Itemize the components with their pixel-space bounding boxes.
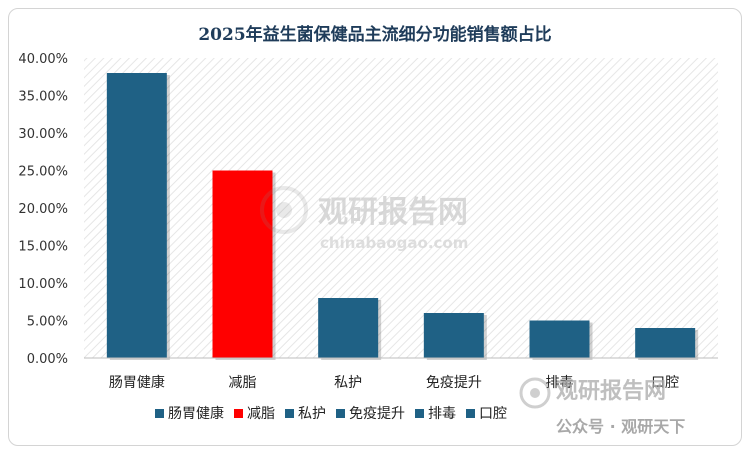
legend-label: 免疫提升 — [349, 406, 405, 422]
y-axis-ticks: 0.00% 5.00% 10.00% 15.00% 20.00% 25.00% 30.00%… — [18, 52, 68, 367]
bar — [212, 170, 273, 358]
y-tick-label: 20.00% — [18, 202, 68, 217]
legend-swatch — [336, 409, 345, 418]
legend-swatch — [155, 409, 164, 418]
y-tick-label: 35.00% — [18, 90, 68, 105]
watermark: 观研报告网 chinabaogao.com 观研报告网 公众号 · 观研天下 — [260, 186, 685, 436]
x-category-label: 口腔 — [651, 375, 679, 391]
bar — [106, 73, 167, 358]
legend-label: 排毒 — [428, 406, 456, 422]
y-tick-label: 15.00% — [18, 240, 68, 255]
watermark-main-text: 观研报告网 — [318, 195, 468, 230]
legend-label: 口腔 — [479, 406, 507, 422]
y-tick-label: 5.00% — [27, 315, 68, 330]
x-category-label: 减脂 — [229, 375, 257, 391]
y-tick-label: 30.00% — [18, 127, 68, 142]
legend-swatch — [234, 409, 243, 418]
bar — [635, 328, 696, 358]
watermark-logo-icon — [260, 186, 308, 234]
chart-title: 2025年益生菌保健品主流细分功能销售额占比 — [198, 24, 551, 45]
bars — [106, 73, 699, 360]
x-category-label: 肠胃健康 — [109, 374, 165, 391]
watermark-footer-main: 观研报告网 — [556, 379, 666, 404]
y-tick-label: 0.00% — [27, 352, 68, 367]
y-tick-label: 25.00% — [18, 165, 68, 180]
legend-label: 肠胃健康 — [168, 405, 224, 422]
legend-label: 私护 — [298, 406, 326, 422]
bar — [318, 298, 379, 358]
x-category-label: 排毒 — [546, 375, 574, 391]
plot-background — [84, 58, 718, 358]
legend-swatch — [285, 409, 294, 418]
legend: 肠胃健康 减脂 私护 免疫提升 排毒 口腔 — [155, 405, 507, 422]
watermark-sub-text: chinabaogao.com — [320, 234, 468, 252]
watermark-footer-text: 公众号 · 观研天下 — [556, 417, 685, 436]
footer-logo-icon — [519, 377, 551, 409]
legend-swatch — [466, 409, 475, 418]
bar — [423, 313, 484, 358]
legend-swatch — [415, 409, 424, 418]
legend-label: 减脂 — [247, 406, 275, 422]
x-category-label: 免疫提升 — [426, 375, 482, 391]
y-tick-label: 40.00% — [18, 52, 68, 67]
bar — [529, 320, 590, 358]
x-axis-categories: 肠胃健康 减脂 私护 免疫提升 排毒 口腔 — [109, 374, 679, 391]
x-category-label: 私护 — [334, 375, 362, 391]
y-tick-label: 10.00% — [18, 277, 68, 292]
